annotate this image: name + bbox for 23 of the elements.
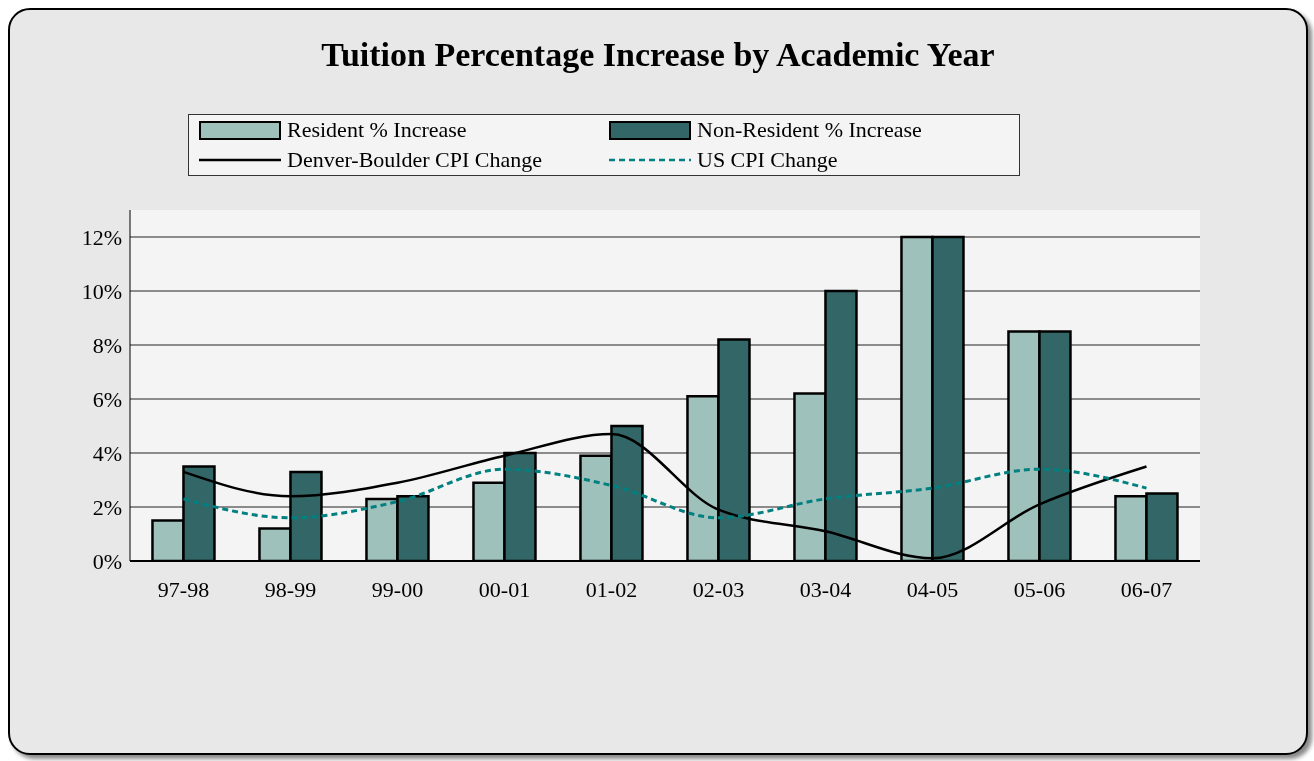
x-tick-label: 01-02 <box>585 576 638 602</box>
x-tick-label: 02-03 <box>692 576 745 602</box>
x-tick-label: 03-04 <box>799 576 852 602</box>
y-tick-label: 4% <box>92 440 122 466</box>
x-tick-label: 00-01 <box>478 576 531 602</box>
x-tick-label: 05-06 <box>1013 576 1066 602</box>
y-tick-label: 0% <box>92 548 122 574</box>
legend-label: Resident % Increase <box>287 117 467 143</box>
y-tick-label: 12% <box>81 224 122 250</box>
chart-title: Tuition Percentage Increase by Academic Year <box>320 36 996 74</box>
x-tick-label: 06-07 <box>1120 576 1173 602</box>
x-tick-label: 99-00 <box>371 576 424 602</box>
x-tick-label: 97-98 <box>157 576 210 602</box>
y-tick-label: 8% <box>92 332 122 358</box>
y-tick-label: 2% <box>92 494 122 520</box>
legend-label: Non-Resident % Increase <box>697 117 922 143</box>
legend-label: US CPI Change <box>697 147 838 173</box>
x-tick-label: 04-05 <box>906 576 959 602</box>
y-tick-label: 6% <box>92 386 122 412</box>
x-tick-label: 98-99 <box>264 576 317 602</box>
legend-label: Denver-Boulder CPI Change <box>287 147 542 173</box>
line-series <box>182 467 1148 520</box>
y-tick-label: 10% <box>81 278 122 304</box>
